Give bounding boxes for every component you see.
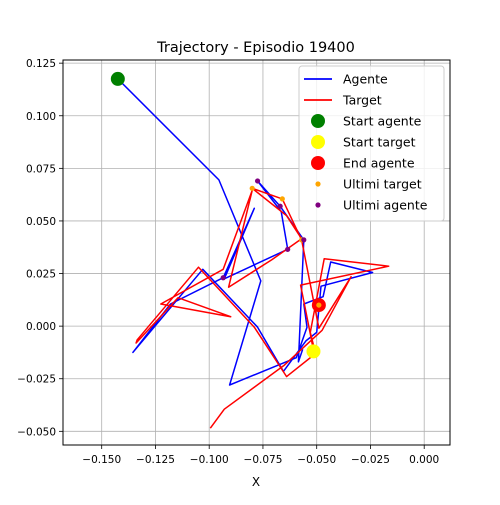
legend-label: Agente xyxy=(343,72,388,87)
legend-entry: Ultimi agente xyxy=(315,198,428,213)
legend-entry: Ultimi target xyxy=(315,177,422,192)
legend-label: Start agente xyxy=(343,114,422,129)
y-tick-label: 0.125 xyxy=(26,58,56,70)
y-tick-label: 0.075 xyxy=(26,163,56,175)
legend-dot-swatch xyxy=(311,114,325,128)
legend-entry: End agente xyxy=(311,156,415,171)
legend: Agente Target Start agente Start target End … xyxy=(298,65,445,222)
ultimi-agente-marker xyxy=(277,203,283,209)
ultimi-agente-marker xyxy=(285,246,291,252)
y-tick-label: −0.025 xyxy=(17,374,56,386)
x-tick-label: −0.100 xyxy=(190,454,229,466)
series-agente-line xyxy=(117,78,374,386)
ultimi-target-marker xyxy=(249,185,255,191)
legend-label: Start target xyxy=(343,135,416,150)
legend-entry: Start target xyxy=(311,135,416,150)
legend-dot-swatch xyxy=(315,202,321,208)
ultimi-agente-marker xyxy=(254,178,261,184)
x-tick-label: −0.075 xyxy=(244,454,283,466)
legend-entry: Target xyxy=(304,93,382,108)
legend-dot-swatch xyxy=(311,156,325,170)
markers xyxy=(110,71,326,359)
legend-dot-swatch xyxy=(315,181,321,187)
x-tick-label: −0.050 xyxy=(297,454,336,466)
y-tick-label: 0.050 xyxy=(26,216,56,228)
x-tick-label: −0.125 xyxy=(136,454,175,466)
ultimi-agente-marker xyxy=(220,275,226,281)
legend-label: End agente xyxy=(343,156,415,171)
legend-box xyxy=(298,65,445,222)
plot-frame xyxy=(62,59,451,446)
legend-label: Target xyxy=(342,93,382,108)
start-target-marker xyxy=(306,344,321,359)
legend-dot-swatch xyxy=(311,135,325,149)
ultimi-agente-marker xyxy=(301,237,307,243)
x-tick-label: −0.025 xyxy=(351,454,390,466)
x-axis-label: X xyxy=(252,475,260,489)
ultimi-target-marker xyxy=(279,196,285,202)
legend-label: Ultimi target xyxy=(343,177,422,192)
y-tick-label: −0.050 xyxy=(17,426,56,438)
x-tick-label: −0.150 xyxy=(82,454,121,466)
ultimi-target-marker xyxy=(316,302,322,308)
series-target-line xyxy=(135,187,390,429)
y-tick-label: 0.100 xyxy=(26,111,56,123)
y-tick-label: 0.000 xyxy=(26,321,56,333)
x-tick-label: 0.000 xyxy=(409,454,439,466)
series-lines xyxy=(117,78,390,429)
legend-entry: Start agente xyxy=(311,114,422,129)
axis-ticks: −0.150 −0.125 −0.100 −0.075 −0.050 −0.025 0.00… xyxy=(17,58,439,466)
legend-label: Ultimi agente xyxy=(343,198,428,213)
y-tick-label: 0.025 xyxy=(26,269,56,281)
chart-title: Trajectory - Episodio 19400 xyxy=(156,40,355,56)
start-agente-marker xyxy=(110,71,125,86)
legend-entry: Agente xyxy=(304,72,388,87)
